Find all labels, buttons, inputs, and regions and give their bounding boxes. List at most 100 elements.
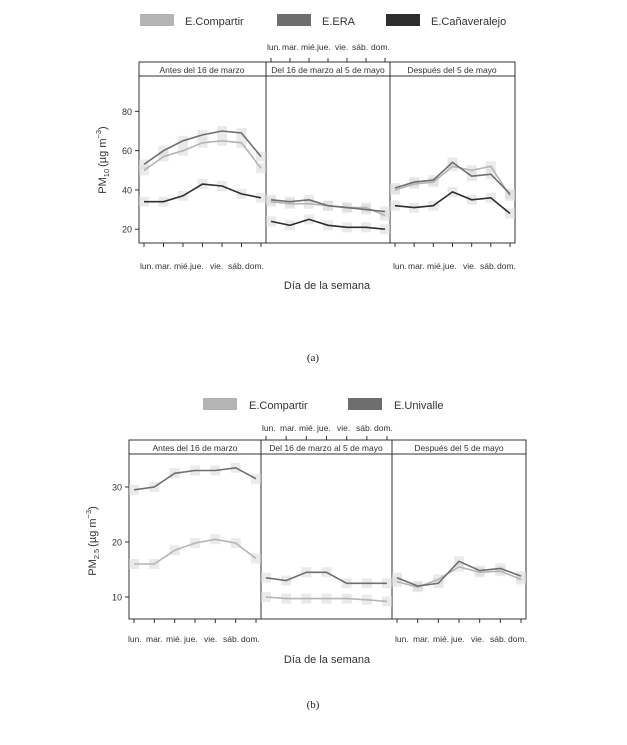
top-day-label-b-3: jue. bbox=[316, 423, 331, 433]
series-line-a-E.Cañaveralejo-p0 bbox=[144, 183, 262, 203]
top-day-label-a-5: sáb. bbox=[352, 42, 368, 52]
y-tick-label-b-1: 20 bbox=[112, 538, 122, 548]
series-line-b-E.Univalle-p1 bbox=[265, 571, 387, 585]
ci-band-b-E.Univalle-p1-0 bbox=[261, 572, 271, 583]
series-line-a-E.Cañaveralejo-p1 bbox=[270, 218, 386, 230]
y-tick-label-a-3: 80 bbox=[122, 107, 132, 117]
legend-swatch-a-1 bbox=[277, 14, 311, 26]
bottom-day-label-a-p0-1: mar. bbox=[155, 261, 172, 271]
ci-band-b-E.Univalle-p2-0 bbox=[392, 572, 402, 583]
plot-area-a bbox=[139, 126, 515, 235]
series-line-a-E.Compartir-p0 bbox=[143, 139, 262, 171]
y-axis-b: 10 20 30 bbox=[112, 436, 522, 623]
top-day-label-a-6: dom. bbox=[371, 42, 390, 52]
plot-frame-a bbox=[138, 61, 516, 244]
bottom-day-label-b-p0-3: jue. bbox=[183, 634, 198, 644]
legend-a: E.Compartir E.ERA E.Cañaveralejo bbox=[140, 14, 506, 28]
bottom-day-label-a-p0-2: mié. bbox=[174, 261, 190, 271]
x-axis-title-a: Día de la semana bbox=[284, 280, 371, 292]
plot-frame-b bbox=[128, 439, 527, 620]
bottom-day-label-b-p0-2: mié. bbox=[166, 634, 182, 644]
legend-label-b-1: E.Univalle bbox=[394, 400, 444, 412]
series-line-b-E.Univalle-p2 bbox=[396, 560, 522, 587]
y-axis-a: 20 40 60 80 bbox=[122, 58, 511, 247]
y-tick-label-a-2: 60 bbox=[122, 146, 132, 156]
ci-band-a-E.ERA-p1-0 bbox=[266, 194, 276, 205]
bottom-day-label-a-p2-3: jue. bbox=[442, 261, 457, 271]
legend-label-a-1: E.ERA bbox=[322, 16, 356, 28]
top-day-label-a-2: mié. bbox=[301, 42, 317, 52]
y-axis-title-a: PM10(µg m−3) bbox=[94, 126, 111, 193]
panel-title-b-0: Antes del 16 de marzo bbox=[152, 443, 237, 453]
bottom-day-label-b-p2-2: mié. bbox=[433, 634, 449, 644]
series-line-a-E.ERA-p1 bbox=[270, 198, 386, 213]
top-day-label-a-3: jue. bbox=[316, 42, 331, 52]
panel-title-b-1: Del 16 de marzo al 5 de mayo bbox=[269, 443, 383, 453]
legend-swatch-a-2 bbox=[386, 14, 420, 26]
legend-label-a-0: E.Compartir bbox=[185, 16, 244, 28]
series-line-b-E.Compartir-p2 bbox=[396, 565, 522, 588]
series-line-a-E.ERA-p2 bbox=[394, 161, 511, 195]
top-day-label-b-0: lun. bbox=[262, 423, 276, 433]
bottom-day-label-b-p2-3: jue. bbox=[450, 634, 465, 644]
bottom-day-label-a-p2-5: sáb. bbox=[480, 261, 496, 271]
top-day-label-b-2: mié. bbox=[299, 423, 315, 433]
y-axis-title-b: PM2.5(µg m−3) bbox=[84, 506, 101, 576]
ci-band-a-E.ERA-p0-0 bbox=[139, 159, 149, 170]
top-day-label-b-5: sáb. bbox=[356, 423, 372, 433]
bottom-day-label-a-p0-4: vie. bbox=[210, 261, 223, 271]
chart-a: E.Compartir E.ERA E.Cañaveralejo lun. ma… bbox=[94, 14, 516, 364]
x-axis-title-b: Día de la semana bbox=[284, 654, 371, 666]
y-tick-label-a-0: 20 bbox=[122, 225, 132, 235]
top-day-label-a-1: mar. bbox=[282, 42, 299, 52]
top-day-label-b-1: mar. bbox=[280, 423, 297, 433]
top-day-label-b-6: dom. bbox=[374, 423, 393, 433]
ci-band-a-E.Compartir-p0-6 bbox=[256, 163, 266, 174]
panel-title-a-0: Antes del 16 de marzo bbox=[159, 65, 244, 75]
panel-title-a-2: Después del 5 de mayo bbox=[407, 65, 497, 75]
ci-band-a-E.Cañaveralejo-p1-0 bbox=[266, 216, 276, 227]
bottom-day-label-b-p0-6: dom. bbox=[241, 634, 260, 644]
bottom-day-label-a-p2-1: mar. bbox=[408, 261, 425, 271]
bottom-day-label-b-p2-5: sáb. bbox=[490, 634, 506, 644]
bottom-day-label-b-p0-5: sáb. bbox=[223, 634, 239, 644]
ci-band-a-E.Cañaveralejo-p0-6 bbox=[256, 192, 266, 203]
legend-label-b-0: E.Compartir bbox=[249, 400, 308, 412]
bottom-day-label-b-p2-0: lun. bbox=[395, 634, 409, 644]
bottom-day-label-b-p2-4: vie. bbox=[471, 634, 484, 644]
y-tick-label-b-0: 10 bbox=[112, 593, 122, 603]
top-day-label-a-0: lun. bbox=[267, 42, 281, 52]
caption-a: (a) bbox=[307, 352, 320, 364]
ci-band-a-E.Cañaveralejo-p2-6 bbox=[505, 208, 515, 219]
top-day-label-b-4: vie. bbox=[337, 423, 350, 433]
series-line-b-E.Univalle-p0 bbox=[133, 466, 257, 491]
series-line-b-E.Compartir-p0 bbox=[134, 538, 257, 565]
ci-band-a-E.Compartir-p0-0 bbox=[139, 165, 149, 176]
chart-b: E.Compartir E.Univalle lun. mar. mié. ju… bbox=[84, 398, 527, 711]
y-tick-label-b-2: 30 bbox=[112, 483, 122, 493]
bottom-day-label-a-p0-5: sáb. bbox=[228, 261, 244, 271]
series-line-a-E.Compartir-p2 bbox=[394, 165, 511, 197]
caption-b: (b) bbox=[307, 699, 320, 711]
series-line-b-E.Compartir-p1 bbox=[265, 596, 388, 603]
panel-title-a-1: Del 16 de marzo al 5 de mayo bbox=[271, 65, 385, 75]
bottom-day-label-b-p2-1: mar. bbox=[413, 634, 430, 644]
y-tick-label-a-1: 40 bbox=[122, 185, 132, 195]
bottom-day-label-a-p0-6: dom. bbox=[245, 261, 264, 271]
bottom-day-label-a-p2-4: vie. bbox=[463, 261, 476, 271]
plot-area-b bbox=[129, 462, 526, 607]
top-day-label-a-4: vie. bbox=[335, 42, 348, 52]
bottom-day-label-b-p0-4: vie. bbox=[204, 634, 217, 644]
series-line-a-E.ERA-p0 bbox=[143, 130, 262, 166]
ci-band-a-E.Cañaveralejo-p2-0 bbox=[390, 200, 400, 211]
legend-swatch-b-1 bbox=[348, 398, 382, 410]
bottom-day-label-b-p2-6: dom. bbox=[508, 634, 527, 644]
legend-label-a-2: E.Cañaveralejo bbox=[431, 16, 506, 28]
ci-band-a-E.Cañaveralejo-p1-6 bbox=[380, 224, 390, 235]
bottom-day-label-b-p0-1: mar. bbox=[146, 634, 163, 644]
legend-b: E.Compartir E.Univalle bbox=[203, 398, 444, 412]
bottom-day-label-b-p0-0: lun. bbox=[128, 634, 142, 644]
bottom-day-label-a-p0-0: lun. bbox=[140, 261, 154, 271]
bottom-day-label-a-p0-3: jue. bbox=[189, 261, 204, 271]
